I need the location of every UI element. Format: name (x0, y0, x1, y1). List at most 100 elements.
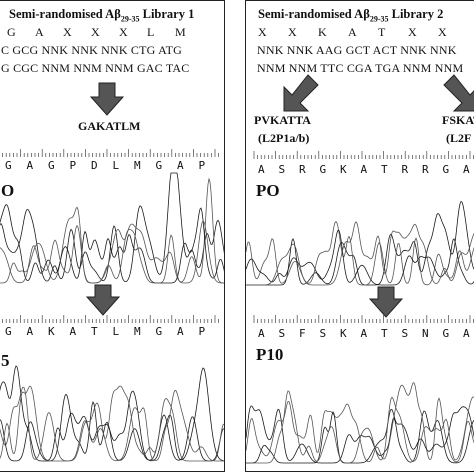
aa-call-label: G (5, 325, 12, 338)
aa-call-label: F (299, 327, 306, 340)
aa-call-label: A (69, 325, 77, 338)
down-left-arrow-icon (283, 74, 319, 112)
library-1-aa-letter: L (147, 25, 155, 39)
library-2-result-a: PVKATTA (254, 113, 311, 127)
down-arrow-icon (89, 82, 125, 116)
chromatogram-trace (246, 200, 474, 286)
chromatogram-trace (0, 367, 224, 462)
sequence-ruler (2, 315, 219, 323)
chromatogram-trace (0, 365, 224, 462)
aa-call-label: M (134, 159, 141, 172)
library-2-aa-letter: K (318, 25, 327, 39)
aa-call-label: T (91, 325, 98, 338)
down-arrow-icon (368, 286, 404, 318)
aa-call-label: G (319, 163, 327, 176)
library-1-codon-row-2: G CGC NNM NNM NNM GAC TAC (1, 61, 190, 75)
library-1-aa-letter: A (35, 25, 44, 39)
down-right-arrow-icon (443, 74, 474, 112)
library-2-aa-letter: X (288, 25, 297, 39)
chromatogram-trace (246, 382, 474, 463)
library-1-aa-letter: X (119, 25, 128, 39)
aa-call-label: A (360, 327, 368, 340)
chromatogram-trace (246, 390, 474, 464)
aa-call-label: P (69, 159, 77, 172)
aa-call-label: A (26, 325, 34, 338)
sequence-ruler (2, 149, 219, 157)
library-2-chromatogram-2 (246, 382, 474, 464)
library-1-aa-letter: X (91, 25, 100, 39)
chromatogram-trace (246, 229, 474, 286)
aa-call-label: A (258, 327, 265, 340)
aa-call-label: G (155, 159, 163, 172)
library-2-trace-1-label: PO (256, 181, 280, 200)
aa-call-label: R (299, 163, 306, 176)
aa-call-label: T (381, 327, 388, 340)
library-1-trace-2-label: 5 (1, 351, 10, 370)
library-2-codon-row-1: NNK NNK AAG GCT ACT NNK NNK (257, 43, 457, 57)
library-2-codon-row-2: NNM NNM TTC CGA TGA NNM NNM (257, 61, 464, 75)
aa-call-label: A (177, 159, 184, 172)
chromatogram-trace (0, 385, 224, 462)
aa-call-label: K (48, 325, 55, 338)
library-1-trace-1-label: O (1, 181, 15, 200)
library-1-chromatogram-2 (0, 365, 224, 462)
library-1-chromatogram-1 (0, 172, 224, 284)
chromatogram-trace (0, 220, 224, 284)
aa-call-label: S (278, 163, 286, 176)
aa-call-label: G (442, 327, 450, 340)
library-2-result-b-clone: (L2F (446, 131, 472, 145)
library-2-title: Semi-randomised Aβ29-35 Library 2 (258, 7, 444, 24)
aa-call-label: M (134, 325, 141, 338)
aa-call-label: L (112, 159, 120, 172)
library-2-trace-2-label: P10 (256, 345, 284, 364)
aa-call-label: P (198, 159, 206, 172)
library-1-aa-letter: M (175, 25, 186, 39)
aa-call-label: L (112, 325, 120, 338)
library-1-result-sequence: GAKATLM (78, 119, 141, 133)
library-1-aa-letter: G (7, 25, 16, 39)
aa-call-label: S (319, 327, 327, 340)
chromatogram-trace (0, 177, 224, 284)
library-1-codon-row-1: C GCG NNK NNK NNK CTG ATG (1, 43, 183, 57)
aa-call-label: A (360, 163, 368, 176)
sequence-ruler (253, 315, 474, 323)
aa-call-label: G (442, 163, 450, 176)
library-1-title: Semi-randomised Aβ29-35 Library 1 (9, 7, 195, 24)
aa-call-label: D (91, 159, 98, 172)
aa-call-label: K (340, 327, 347, 340)
aa-call-label: P (198, 325, 206, 338)
aa-call-label: S (401, 327, 409, 340)
library-2-chromatogram-1 (246, 200, 474, 286)
aa-call-label: A (258, 163, 265, 176)
aa-call-label: A (463, 327, 470, 340)
library-2-aa-letter: X (258, 25, 267, 39)
chromatogram-trace (0, 204, 224, 284)
aa-call-label: K (340, 163, 347, 176)
aa-call-label: A (177, 325, 184, 338)
library-2-aa-letter: X (408, 25, 417, 39)
chromatogram-trace (0, 385, 224, 462)
down-arrow-icon (85, 284, 121, 316)
aa-call-label: T (381, 163, 388, 176)
sequence-ruler (253, 151, 474, 159)
aa-call-label: A (26, 159, 34, 172)
chromatogram-trace (246, 220, 474, 286)
aa-call-label: S (278, 327, 286, 340)
chromatogram-trace (246, 221, 474, 286)
library-1-panel: Semi-randomised Aβ29-35 Library 1 G A X X X L… (0, 0, 225, 472)
aa-call-label: N (422, 327, 429, 340)
aa-call-label: A (463, 163, 470, 176)
chromatogram-trace (246, 406, 474, 464)
library-2-aa-letter: X (438, 25, 447, 39)
aa-call-label: R (401, 163, 409, 176)
library-2-aa-letter: T (378, 25, 386, 39)
library-1-aa-letter: X (63, 25, 72, 39)
aa-call-label: R (422, 163, 429, 176)
library-2-result-a-clone: (L2P1a/b) (258, 131, 310, 145)
library-2-aa-letter: A (348, 25, 357, 39)
aa-call-label: G (5, 159, 12, 172)
aa-call-label: G (48, 159, 55, 172)
chromatogram-trace (246, 405, 474, 464)
